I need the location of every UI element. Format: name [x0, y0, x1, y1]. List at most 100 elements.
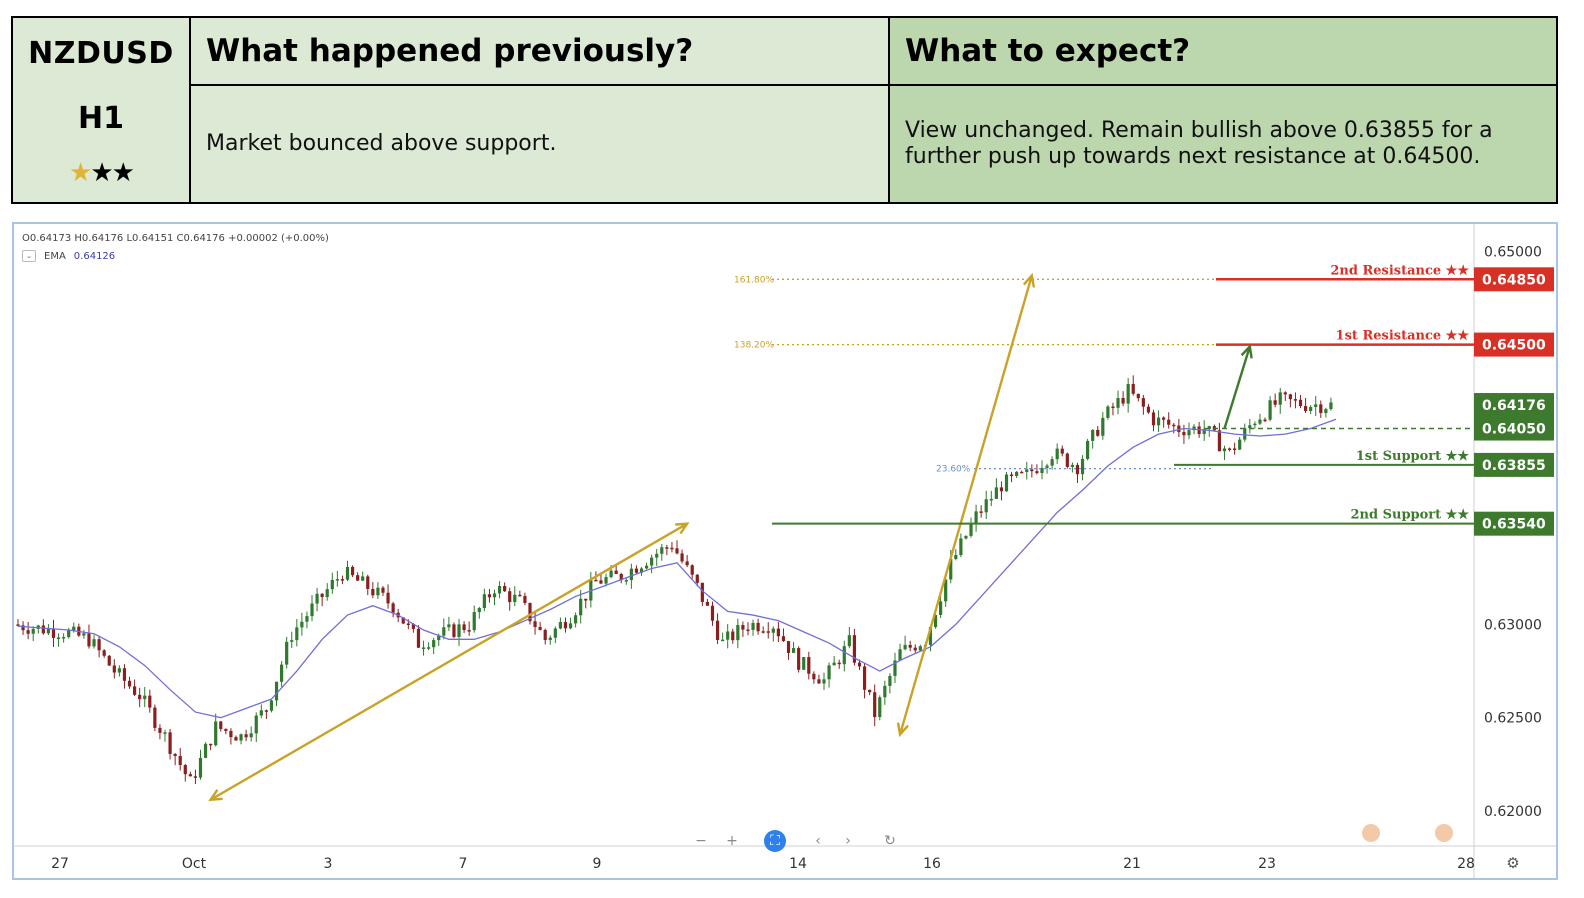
candle-body: [715, 620, 720, 640]
candle-body: [1314, 404, 1318, 407]
candle-body: [72, 626, 76, 631]
candle-body: [21, 625, 25, 631]
candle-body: [295, 627, 299, 641]
candle-body: [685, 561, 689, 566]
candle-body: [188, 774, 192, 777]
candle-body: [1086, 440, 1090, 459]
candle-body: [1187, 430, 1191, 436]
candle-body: [1253, 423, 1257, 426]
arrow-head-icon: [1240, 343, 1253, 359]
candle-body: [558, 622, 563, 629]
chart-canvas[interactable]: 0.65000 0.63000 0.62500 0.62000 27 Oct 3 7 9 14 16…: [14, 224, 1556, 878]
candle-body: [705, 601, 710, 606]
x-tick-label: 27: [51, 856, 69, 872]
candle-body: [87, 633, 91, 647]
candle-body: [903, 644, 907, 650]
candle-body: [1202, 429, 1206, 435]
zoom-in-icon[interactable]: +: [726, 833, 738, 849]
candle-body: [771, 628, 775, 633]
candle-body: [553, 628, 557, 638]
candle-body: [665, 547, 669, 549]
candle-body: [1182, 432, 1186, 436]
fib-label: 23.60%: [936, 465, 971, 475]
candle-body: [660, 547, 664, 554]
candle-body: [330, 579, 334, 590]
price-chart[interactable]: 0.65000 0.63000 0.62500 0.62000 27 Oct 3 7 9 14 16…: [12, 222, 1558, 880]
reset-view-icon[interactable]: ⛶: [764, 830, 786, 852]
x-tick-label: 21: [1123, 856, 1141, 872]
candle-body: [1015, 471, 1019, 476]
candle-body: [1035, 471, 1039, 474]
candle-body: [62, 637, 66, 639]
candle-body: [736, 625, 740, 641]
candle-body: [690, 565, 694, 575]
candle-body: [178, 755, 182, 766]
candle-body: [710, 605, 715, 621]
candle-body: [1207, 426, 1211, 430]
candle-body: [411, 624, 415, 629]
candle-body: [56, 637, 61, 639]
candle-body: [523, 595, 527, 603]
candle-body: [548, 637, 552, 640]
candle-body: [756, 622, 760, 632]
candle-body: [619, 573, 623, 581]
candle-body: [614, 570, 618, 574]
candle-body: [873, 692, 877, 718]
candle-body: [1238, 439, 1242, 450]
candle-body: [528, 602, 532, 622]
candle-body: [1263, 419, 1267, 422]
candle-body: [974, 511, 978, 524]
candle-body: [1273, 400, 1277, 405]
price-tag-label: 0.64500: [1482, 338, 1546, 354]
candle-body: [797, 648, 801, 670]
candle-body: [812, 673, 816, 680]
ema-label: EMA: [44, 250, 66, 262]
candle-body: [1192, 426, 1196, 431]
scroll-left-icon[interactable]: ‹: [815, 833, 821, 849]
candle-body: [731, 631, 735, 641]
candle-body: [376, 587, 380, 596]
trend-arrow: [210, 522, 688, 801]
candle-body: [340, 579, 345, 581]
candle-body: [1222, 448, 1227, 452]
candle-body: [655, 553, 659, 558]
candle-body: [168, 732, 172, 754]
candle-body: [513, 594, 517, 603]
refresh-icon[interactable]: ↻: [884, 833, 896, 849]
candle-body: [457, 624, 461, 637]
candle-body: [401, 617, 405, 624]
candle-body: [741, 625, 745, 630]
candle-body: [594, 579, 598, 582]
zoom-out-icon[interactable]: −: [695, 833, 707, 849]
candle-body: [305, 616, 309, 622]
candle-body: [883, 685, 887, 698]
x-tick-label: 14: [789, 856, 807, 872]
candle-body: [310, 603, 314, 617]
candle-body: [447, 624, 451, 628]
candle-body: [518, 594, 522, 597]
price-tag-label: 0.63540: [1482, 517, 1546, 533]
scroll-right-icon[interactable]: ›: [845, 833, 851, 849]
candle-body: [1131, 384, 1135, 394]
expect-text-cell: View unchanged. Remain bullish above 0.6…: [888, 84, 1558, 204]
candle-body: [604, 577, 608, 584]
candle-body: [574, 615, 578, 624]
candle-body: [1060, 448, 1064, 454]
candle-body: [695, 574, 699, 583]
candle-body: [1040, 467, 1044, 474]
candle-body: [1151, 412, 1156, 426]
candle-body: [366, 576, 370, 589]
candle-body: [239, 734, 243, 741]
fib-label: 161.80%: [734, 275, 774, 285]
candle-body: [776, 628, 780, 637]
level-name: 1st Support ★★: [1356, 449, 1470, 464]
chevron-down-icon[interactable]: ⌄: [22, 250, 36, 262]
candle-body: [259, 710, 263, 716]
price-tag: [1474, 267, 1554, 292]
candle-body: [31, 628, 35, 634]
candle-body: [944, 579, 948, 602]
candle-body: [219, 721, 223, 729]
timeframe-label: H1: [78, 101, 124, 136]
arrow-head-icon: [1022, 272, 1036, 288]
candle-body: [1268, 400, 1272, 420]
